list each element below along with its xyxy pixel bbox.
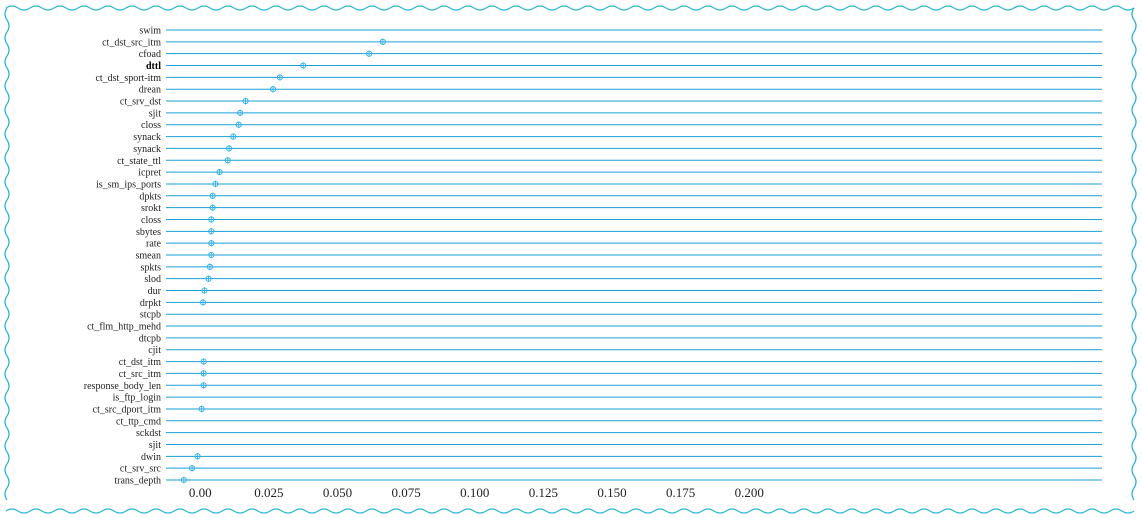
category-label: cfoad — [139, 49, 161, 60]
x-tick-label: 0.125 — [529, 485, 558, 500]
category-label: is_ftp_login — [113, 393, 161, 404]
category-label: icpret — [138, 168, 161, 179]
category-label: sjit — [149, 108, 161, 119]
category-label: spkts — [140, 262, 161, 273]
category-label: closs — [141, 120, 161, 131]
x-tick-label: 0.075 — [392, 485, 421, 500]
category-label: response_body_len — [84, 381, 161, 392]
category-label: ct_ttp_cmd — [116, 416, 161, 427]
category-label: closs — [141, 215, 161, 226]
category-rows — [166, 30, 1102, 480]
category-label: drean — [139, 85, 161, 96]
category-label: ct_src_dport_itm — [93, 404, 162, 415]
category-label: ct_flm_http_mehd — [87, 322, 161, 333]
x-tick-label: 0.050 — [323, 485, 352, 500]
x-tick-label: 0.100 — [460, 485, 489, 500]
category-label: ct_dst_src_itm — [102, 37, 161, 48]
category-label: sckdst — [136, 428, 161, 439]
frame-right — [1132, 8, 1136, 500]
category-label: dwin — [141, 452, 161, 463]
category-labels: swimct_dst_src_itmcfoaddttlct_dst_sport-… — [84, 26, 162, 487]
category-label: ct_src_itm — [119, 369, 161, 380]
category-label: cjit — [148, 345, 161, 356]
category-label: dtcpb — [139, 333, 161, 344]
category-label: sjit — [149, 440, 161, 451]
frame-left — [5, 8, 9, 500]
category-label: ct_srv_src — [120, 464, 162, 475]
category-label: slod — [144, 274, 161, 285]
data-points — [181, 39, 385, 484]
category-label: dttl — [146, 61, 161, 72]
x-tick-label: 0.00 — [189, 485, 212, 500]
category-label: ct_srv_dst — [120, 97, 161, 108]
category-label: ct_state_ttl — [117, 156, 161, 167]
category-label: sbytes — [136, 227, 161, 238]
x-tick-label: 0.200 — [735, 485, 764, 500]
category-label: srokt — [141, 203, 161, 214]
category-label: drpkt — [140, 298, 161, 309]
x-tick-label: 0.175 — [666, 485, 695, 500]
x-axis-ticks: 0.00 0.025 0.050 0.075 0.100 0.125 0.150 0.175 0… — [189, 485, 764, 500]
frame-bottom — [6, 509, 1134, 513]
category-label: rate — [146, 239, 162, 250]
category-label: ct_dst_sport-itm — [95, 73, 161, 84]
category-label: synack — [133, 132, 161, 143]
category-label: smean — [135, 251, 161, 262]
category-label: dur — [148, 286, 162, 297]
x-tick-label: 0.025 — [254, 485, 283, 500]
category-label: swim — [139, 26, 161, 37]
category-label: ct_dst_itm — [119, 357, 161, 368]
category-label: stcpb — [140, 310, 161, 321]
category-label: dpkts — [139, 191, 161, 202]
x-tick-label: 0.150 — [597, 485, 626, 500]
frame-top — [6, 6, 1134, 10]
chart-frame — [5, 6, 1136, 513]
category-label: is_sm_ips_ports — [96, 179, 161, 190]
category-label: trans_depth — [114, 476, 161, 487]
category-label: synack — [133, 144, 161, 155]
